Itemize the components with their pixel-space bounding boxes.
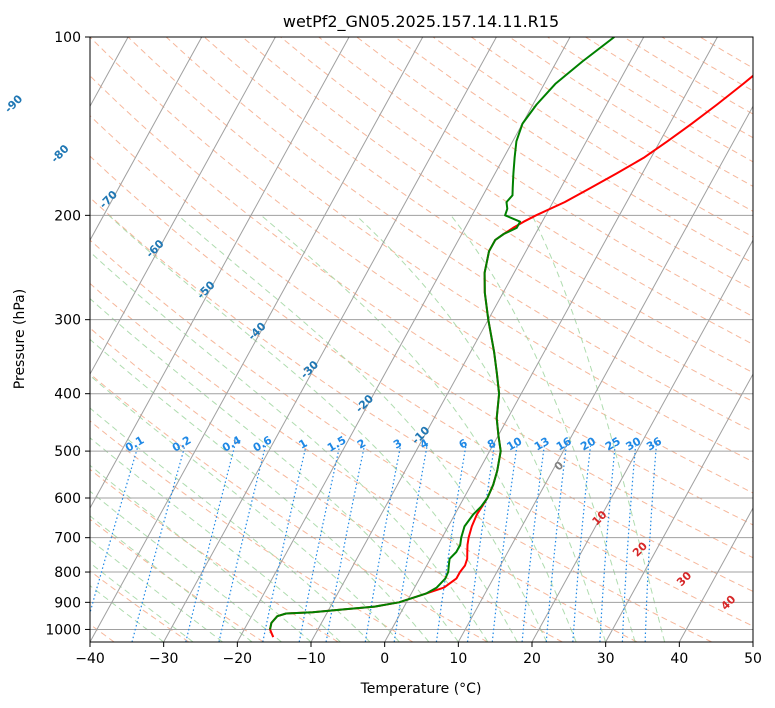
y-tick-label: 900 <box>54 595 81 611</box>
x-tick-label: −20 <box>223 651 253 667</box>
x-tick-label: 50 <box>744 651 762 667</box>
mixing-ratio-line <box>466 445 495 642</box>
mixing-ratio-line <box>393 445 428 642</box>
moist-adiabat-line <box>90 374 400 642</box>
x-axis: −40 −30 −20 −10 0 10 20 30 40 50 <box>75 642 762 667</box>
moist-adiabat-line <box>90 562 194 642</box>
isotherm-line <box>605 373 753 642</box>
y-axis-label: Pressure (hPa) <box>12 289 28 389</box>
moist-adiabat-line <box>90 539 223 642</box>
y-tick-label: 100 <box>54 30 81 46</box>
mixing-ratio-line <box>364 445 402 642</box>
y-tick-label: 500 <box>54 444 81 460</box>
isotherm-line <box>236 37 571 642</box>
dry-adiabat-line <box>90 373 488 642</box>
isotherm-line <box>90 37 424 642</box>
moist-adiabat-line <box>177 214 548 642</box>
dry-adiabat-line <box>356 37 753 290</box>
isotherm-line <box>531 239 753 642</box>
x-tick-label: 20 <box>523 651 541 667</box>
moist-adiabat-line <box>90 407 371 642</box>
mixing-ratio-line <box>435 445 467 642</box>
isotherm-line <box>457 105 753 642</box>
dry-adiabat-line <box>90 570 190 642</box>
chart-title: wetPf2_GN05.2025.157.14.11.R15 <box>283 12 559 32</box>
x-tick-label: 30 <box>597 651 615 667</box>
plot-area <box>90 37 753 642</box>
x-tick-label: 40 <box>670 651 688 667</box>
mixing-ratio-line <box>262 445 307 642</box>
y-tick-label: 200 <box>54 208 81 224</box>
isotherm-line <box>90 37 203 242</box>
x-tick-label: −40 <box>75 651 105 667</box>
sounding-lines <box>269 37 753 638</box>
mixing-ratio-lines <box>90 445 657 642</box>
mixing-ratio-line <box>599 445 616 642</box>
moist-adiabat-line <box>90 585 164 642</box>
mixing-ratio-line <box>325 445 365 642</box>
dry-adiabat-line <box>90 468 339 642</box>
y-tick-label: 300 <box>54 313 81 329</box>
isotherm-line <box>678 507 753 642</box>
dry-adiabats <box>90 37 753 642</box>
dry-adiabat-line <box>242 37 753 374</box>
moist-adiabat-line <box>260 214 577 642</box>
dry-adiabat-line <box>203 37 753 403</box>
moist-adiabat-line <box>90 338 430 642</box>
x-tick-label: −10 <box>296 651 326 667</box>
dry-adiabat-line <box>90 75 753 526</box>
y-tick-label: 700 <box>54 531 81 547</box>
moist-adiabat-line <box>90 464 312 642</box>
mixing-ratio-line <box>621 445 637 642</box>
dry-adiabat-line <box>90 114 753 559</box>
mixing-ratio-line <box>298 445 341 642</box>
dewpoint-line <box>269 37 615 630</box>
mixing-ratio-line <box>131 445 186 642</box>
mixing-ratio-line <box>572 445 592 642</box>
mixing-ratio-line <box>644 445 657 642</box>
dry-adiabat-line <box>90 518 264 642</box>
mixing-ratio-line <box>185 445 236 642</box>
mixing-ratio-line <box>491 445 518 642</box>
x-tick-label: 10 <box>449 651 467 667</box>
dry-adiabat-line <box>165 37 753 432</box>
y-tick-label: 600 <box>54 491 81 507</box>
moist-adiabat-line <box>90 515 253 642</box>
y-tick-label: 1000 <box>45 622 81 638</box>
mixing-ratio-line <box>545 445 567 642</box>
isotherm-line <box>163 37 497 642</box>
moist-adiabat-line <box>90 298 459 642</box>
x-tick-label: −30 <box>149 651 179 667</box>
dry-adiabat-line <box>90 327 563 642</box>
x-tick-label: 0 <box>380 651 389 667</box>
isotherm-line <box>90 37 276 376</box>
dry-adiabat-line <box>90 155 753 592</box>
mixing-ratio-line <box>90 445 139 615</box>
moist-adiabat-line <box>355 214 607 642</box>
mixing-ratio-line <box>218 445 267 642</box>
moist-adiabat-line <box>90 251 489 642</box>
moist-adiabat-line <box>90 437 341 642</box>
x-axis-label: Temperature (°C) <box>360 681 482 697</box>
dry-adiabat-line <box>90 239 712 642</box>
isotherm-line <box>90 37 350 510</box>
isotherm-line <box>310 37 645 642</box>
isotherm-line <box>384 37 718 642</box>
isotherms <box>90 37 753 642</box>
mixing-ratio-line <box>521 445 545 642</box>
dry-adiabat-line <box>318 37 753 318</box>
y-tick-label: 800 <box>54 565 81 581</box>
dry-adiabat-line <box>90 282 638 642</box>
isobars <box>90 37 753 630</box>
dry-adiabat-line <box>90 196 753 627</box>
plot-frame <box>89 36 754 643</box>
y-tick-label: 400 <box>54 387 81 403</box>
y-axis: 100 200 300 400 500 600 700 800 900 1000 <box>45 30 90 638</box>
